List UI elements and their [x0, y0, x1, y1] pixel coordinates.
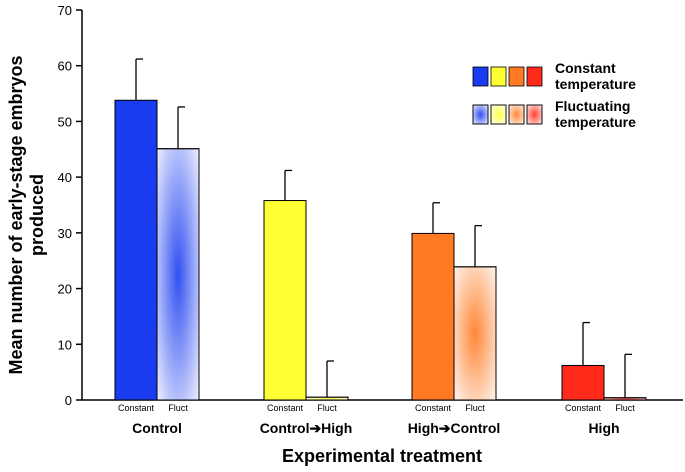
- legend-swatch-constant: [508, 66, 525, 87]
- y-tick-label: 20: [58, 282, 72, 297]
- bar-sub-label: Fluct: [168, 403, 188, 413]
- y-tick-label: 50: [58, 114, 72, 129]
- legend-swatch-fluct: [526, 104, 543, 125]
- bar-sub-label: Constant: [565, 403, 602, 413]
- labels: Constant Fluct Control Constant Fluct Control…: [118, 403, 635, 436]
- bar-fluct-gradient: [305, 396, 349, 401]
- y-tick-label: 0: [65, 393, 72, 408]
- y-tick-label: 40: [58, 170, 72, 185]
- category-label: High➔Control: [408, 420, 501, 436]
- bar-fluct-gradient: [156, 148, 200, 401]
- y-tick-label: 70: [58, 3, 72, 18]
- bar-constant-1: [114, 99, 158, 401]
- legend-swatch-constant: [472, 66, 489, 87]
- y-tick-label: 60: [58, 59, 72, 74]
- bars: [114, 58, 647, 401]
- legend-swatch-constant: [526, 66, 543, 87]
- x-axis-label: Experimental treatment: [282, 446, 482, 466]
- y-axis-label: Mean number of early-stage embryosproduc…: [6, 55, 47, 374]
- bar-sub-label: Fluct: [615, 403, 635, 413]
- legend-swatch-fluct: [508, 104, 525, 125]
- legend-label-fluct: Fluctuating temperature: [555, 98, 636, 130]
- bar-sub-label: Constant: [415, 403, 452, 413]
- bar-fluct-gradient: [603, 397, 647, 401]
- bar-sub-label: Constant: [267, 403, 304, 413]
- legend-swatch-fluct: [490, 104, 507, 125]
- bar-constant-4: [561, 364, 605, 401]
- legend: Constant temperature Fluctuating temperatur…: [472, 60, 636, 130]
- legend-label-constant: Constant temperature: [555, 60, 636, 92]
- bar-fluct-gradient: [453, 266, 497, 401]
- legend-swatch-fluct: [472, 104, 489, 125]
- category-label: Control➔High: [260, 420, 353, 436]
- bar-constant-3: [411, 232, 455, 401]
- category-label: Control: [132, 420, 182, 436]
- legend-swatch-constant: [490, 66, 507, 87]
- axes: 0 10 20 30 40 50 60 70 Mean number of early-stag…: [6, 3, 683, 466]
- bar-sub-label: Fluct: [317, 403, 337, 413]
- y-tick-label: 30: [58, 226, 72, 241]
- bar-constant-2: [263, 200, 307, 401]
- y-tick-label: 10: [58, 337, 72, 352]
- category-label: High: [588, 420, 619, 436]
- bar-sub-label: Fluct: [465, 403, 485, 413]
- bar-sub-label: Constant: [118, 403, 155, 413]
